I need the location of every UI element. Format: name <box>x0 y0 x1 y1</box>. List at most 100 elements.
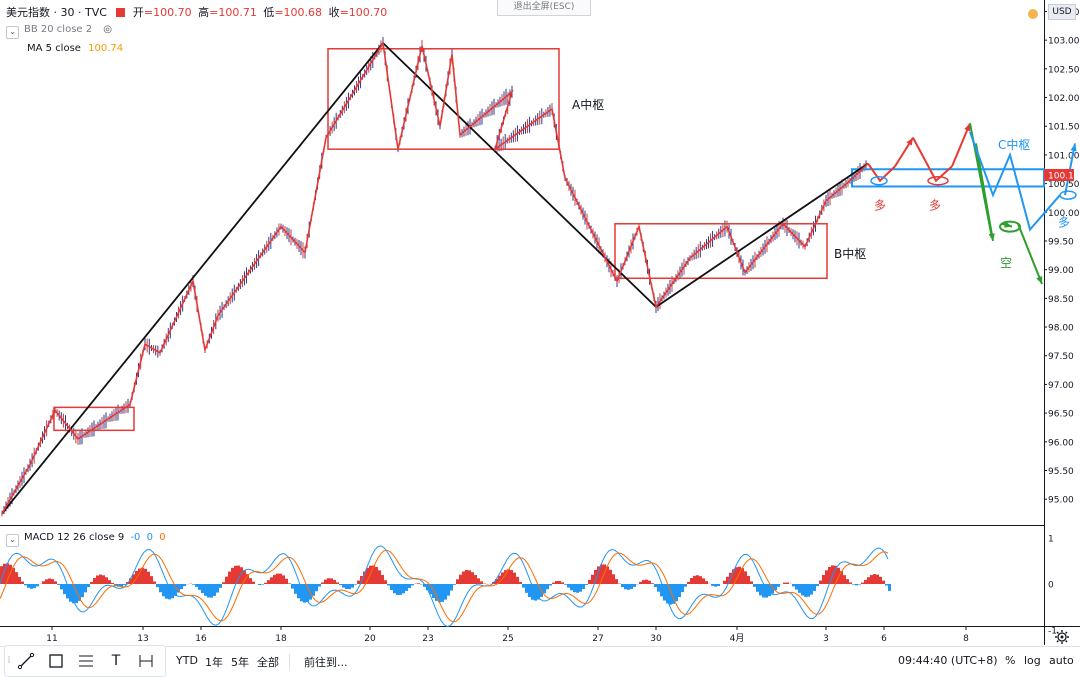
macd-histogram-bar <box>657 584 660 592</box>
alert-dot-icon[interactable] <box>1028 9 1038 19</box>
macd-histogram-bar <box>90 582 93 584</box>
ma-indicator-row[interactable]: MA 5 close 100.74 <box>27 43 123 54</box>
macd-histogram-bar <box>411 584 414 585</box>
auto-toggle[interactable]: auto <box>1049 654 1074 667</box>
eye-hidden-icon[interactable]: ◎ <box>103 24 112 35</box>
trend-line <box>2 43 383 513</box>
scenario-layer: 100.19 <box>868 123 1080 284</box>
ohlc-high: 高=100.71 <box>198 6 260 19</box>
macd-histogram-bar <box>678 584 681 597</box>
macd-histogram-bar <box>27 584 30 588</box>
macd-histogram-bar <box>12 568 15 584</box>
macd-histogram-bar <box>519 582 522 584</box>
trend-line <box>383 43 656 307</box>
macd-histogram-bar <box>321 582 324 584</box>
macd-histogram-bar <box>165 584 168 599</box>
currency-badge[interactable]: USD <box>1048 4 1076 20</box>
macd-histogram-bar <box>465 570 468 584</box>
macd-histogram-bar <box>15 572 18 584</box>
macd-histogram-bar <box>642 580 645 584</box>
macd-histogram-bar <box>285 579 288 584</box>
macd-histogram-bar <box>615 579 618 584</box>
macd-histogram-bar <box>468 570 471 584</box>
goto-date-button[interactable]: 前往到... <box>304 654 348 670</box>
trend-line-icon[interactable] <box>17 652 35 670</box>
macd-histogram-bar <box>801 584 804 595</box>
price-tick-label: 102.50 <box>1048 65 1080 75</box>
macd-histogram-bar <box>798 584 801 593</box>
macd-histogram-bar <box>570 584 573 590</box>
macd-histogram-bar <box>249 578 252 584</box>
ohlc-low: 低=100.68 <box>263 6 325 19</box>
exit-fullscreen-button[interactable]: 退出全屏(ESC) <box>497 0 591 16</box>
macd-histogram-bar <box>231 568 234 584</box>
macd-tick-label: -1 <box>1048 627 1057 637</box>
macd-histogram-bar <box>810 584 813 595</box>
price-tick-label: 96.50 <box>1048 410 1074 420</box>
ohlc-open: 开=100.70 <box>133 6 195 19</box>
log-toggle[interactable]: log <box>1024 654 1041 667</box>
macd-histogram-bar <box>876 575 879 584</box>
macd-histogram-bar <box>747 576 750 584</box>
macd-histogram-bar <box>804 584 807 597</box>
text-tool-icon[interactable]: T <box>107 652 125 670</box>
fib-tool-icon[interactable] <box>77 652 95 670</box>
time-tick-label: 20 <box>364 634 376 644</box>
macd-histogram-bar <box>621 584 624 587</box>
gear-icon[interactable] <box>1055 630 1069 644</box>
macd-histogram-bar <box>45 579 48 584</box>
time-tick-label: 18 <box>275 634 287 644</box>
macd-histogram-bar <box>330 578 333 584</box>
range-all-button[interactable]: 全部 <box>257 654 279 670</box>
bb-indicator-label: BB 20 close 2 <box>24 24 92 35</box>
price-tick-label: 101.50 <box>1048 123 1080 133</box>
chevron-down-icon[interactable]: ⌄ <box>6 534 19 547</box>
range-ytd-button[interactable]: YTD <box>176 654 198 667</box>
macd-histogram-bar <box>543 584 546 593</box>
macd-indicator-row[interactable]: ⌄MACD 12 26 close 9 -0 0 0 <box>6 532 166 547</box>
symbol-title[interactable]: 美元指数 · 30 · TVC <box>6 6 107 19</box>
drawing-toolbox: ⁞ T <box>4 645 166 677</box>
macd-histogram-bar <box>225 577 228 584</box>
macd-histogram-bar <box>219 584 222 588</box>
macd-histogram-bar <box>714 584 717 587</box>
chevron-down-icon[interactable]: ⌄ <box>6 26 19 39</box>
macd-histogram-bar <box>33 584 36 588</box>
drag-handle-icon[interactable]: ⁞ <box>5 652 13 670</box>
bb-indicator-row[interactable]: ⌄ BB 20 close 2 ◎ <box>6 24 112 39</box>
macd-histogram-bar <box>705 581 708 584</box>
macd-histogram-bar <box>351 584 354 588</box>
macd-tick-label: 1 <box>1048 535 1054 545</box>
macd-histogram-bar <box>651 583 654 584</box>
macd-histogram-bar <box>342 584 345 588</box>
macd-histogram-bar <box>150 576 153 584</box>
macd-histogram-bar <box>453 584 456 585</box>
macd-histogram-bar <box>723 581 726 584</box>
measure-tool-icon[interactable] <box>137 652 155 670</box>
range-5y-button[interactable]: 5年 <box>231 654 249 670</box>
macd-histogram-bar <box>576 584 579 593</box>
price-axis[interactable]: 95.0095.5096.0096.5097.0097.5098.0098.50… <box>1044 8 1080 506</box>
macd-histogram-bar <box>528 584 531 597</box>
annotation-label: 多 <box>1058 216 1070 230</box>
price-tick-label: 98.00 <box>1048 324 1074 334</box>
macd-histogram-bar <box>270 577 273 584</box>
macd-histogram-bar <box>867 577 870 584</box>
macd-histogram-bar <box>162 584 165 596</box>
annotation-label: C中枢 <box>998 137 1030 152</box>
percent-toggle[interactable]: % <box>1005 654 1015 667</box>
macd-histogram-bar <box>582 584 585 589</box>
macd-histogram-bar <box>699 576 702 584</box>
price-tick-label: 99.00 <box>1048 266 1074 276</box>
annotation-label: 空 <box>1000 256 1012 270</box>
rectangle-tool-icon[interactable] <box>47 652 65 670</box>
macd-histogram-bar <box>147 572 150 584</box>
macd-histogram-bar <box>648 581 651 584</box>
range-1y-button[interactable]: 1年 <box>205 654 223 670</box>
macd-histogram-bar <box>318 584 321 587</box>
macd-histogram-bar <box>741 568 744 584</box>
macd-histogram-bar <box>297 584 300 598</box>
price-tick-label: 96.00 <box>1048 438 1074 448</box>
